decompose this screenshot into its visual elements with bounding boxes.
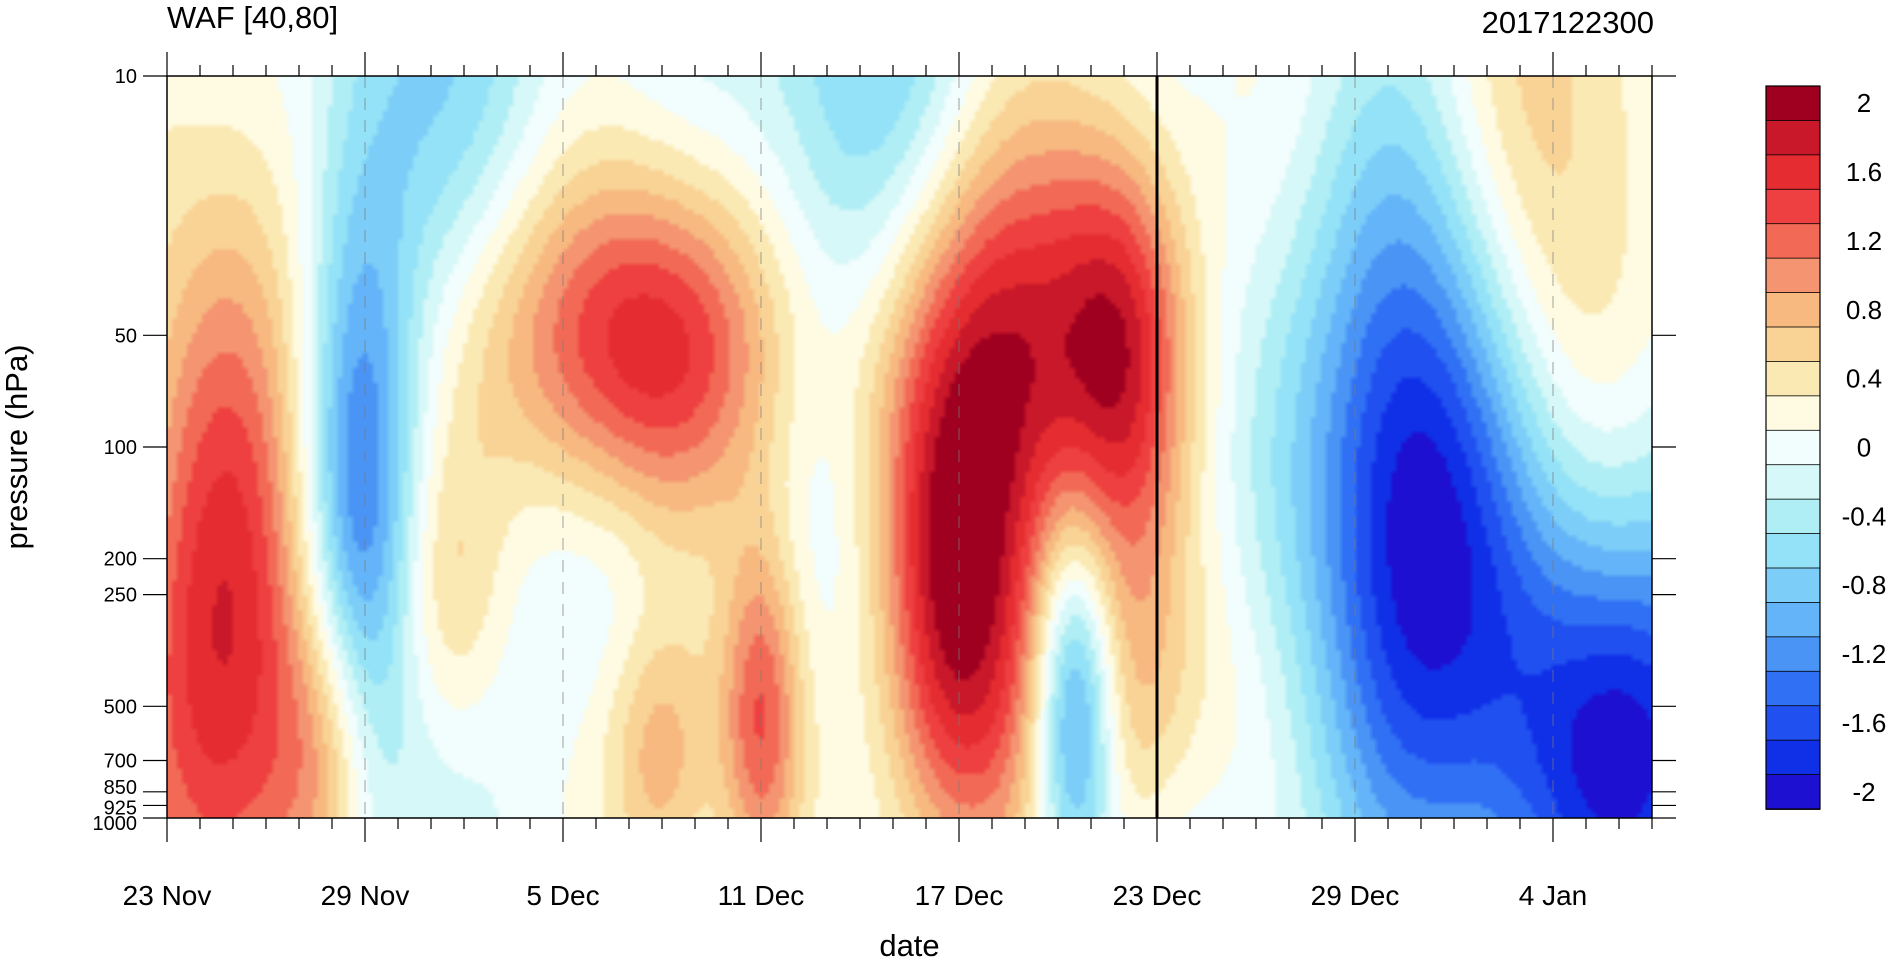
y-tick-label: 925: [104, 797, 137, 819]
x-tick-label: 4 Jan: [1519, 880, 1588, 911]
y-tick-label: 1000: [93, 813, 138, 835]
colorbar-swatch: [1765, 533, 1821, 569]
colorbar-swatch: [1765, 774, 1821, 810]
x-tick-label: 17 Dec: [915, 880, 1004, 911]
chart-right-title: 2017122300: [1482, 5, 1654, 40]
contour-field-image: [167, 76, 1652, 818]
colorbar-swatch: [1765, 154, 1821, 191]
colorbar-frame: [1765, 85, 1821, 810]
colorbar-swatch: [1765, 670, 1821, 707]
x-axis-label: date: [879, 928, 939, 961]
colorbar-swatch: [1765, 395, 1821, 432]
x-tick-label: 11 Dec: [718, 880, 805, 911]
colorbar-swatch: [1765, 602, 1821, 638]
y-tick-label: 100: [104, 437, 137, 459]
y-tick-label: 10: [115, 66, 137, 88]
y-tick-label: 700: [104, 751, 137, 773]
y-tick-label: 50: [115, 325, 137, 347]
colorbar-label: 2: [1857, 88, 1871, 118]
colorbar-swatch: [1765, 361, 1821, 397]
colorbar-swatch: [1765, 636, 1821, 673]
colorbar-swatch: [1765, 120, 1821, 156]
colorbar-label: -2: [1852, 777, 1875, 807]
colorbar-swatch: [1765, 292, 1821, 328]
x-tick-label: 29 Nov: [321, 880, 410, 911]
colorbar-swatch: [1765, 85, 1821, 122]
colorbar-label: 1.2: [1846, 226, 1882, 256]
colorbar-swatch: [1765, 464, 1821, 501]
colorbar-label: 0: [1857, 433, 1871, 463]
chart-title: WAF [40,80]: [167, 0, 338, 35]
x-tick-label: 23 Dec: [1113, 880, 1202, 911]
colorbar-label: 0.4: [1846, 364, 1882, 394]
colorbar-swatch: [1765, 188, 1821, 225]
colorbar-swatch: [1765, 567, 1821, 604]
colorbar-label: -1.6: [1842, 708, 1887, 738]
colorbar-label: -1.2: [1842, 639, 1887, 669]
colorbar-label: 1.6: [1846, 157, 1882, 187]
colorbar-swatch: [1765, 498, 1821, 535]
x-tick-label: 23 Nov: [123, 880, 212, 911]
colorbar-label: -0.8: [1842, 570, 1887, 600]
y-tick-label: 850: [104, 777, 137, 799]
x-tick-label: 29 Dec: [1311, 880, 1400, 911]
colorbar-swatch: [1765, 257, 1821, 294]
y-axis-label: pressure (hPa): [0, 344, 34, 549]
colorbar-swatch: [1765, 223, 1821, 260]
y-tick-label: 500: [104, 696, 137, 718]
colorbar-swatch: [1765, 326, 1821, 363]
colorbar-swatch: [1765, 705, 1821, 742]
y-tick-label: 200: [104, 549, 137, 571]
colorbar-swatch: [1765, 429, 1821, 466]
colorbar-label: 0.8: [1846, 295, 1882, 325]
x-tick-label: 5 Dec: [526, 880, 599, 911]
colorbar-swatch: [1765, 739, 1821, 776]
y-tick-label: 250: [104, 585, 137, 607]
colorbar-label: -0.4: [1842, 501, 1887, 531]
